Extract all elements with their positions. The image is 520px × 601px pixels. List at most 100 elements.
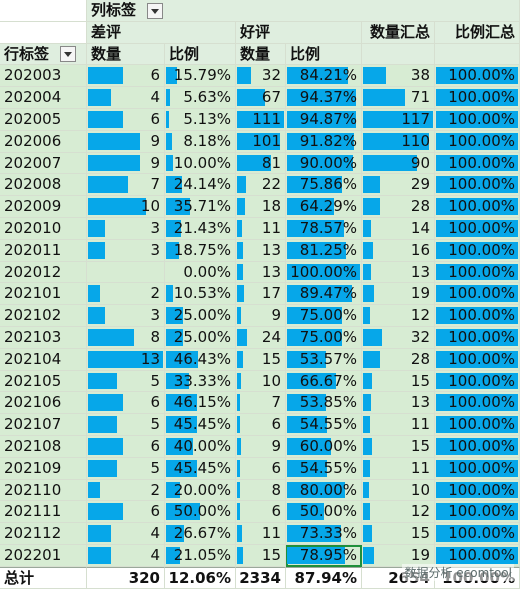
bad-ratio-header[interactable]: 比例	[165, 43, 236, 66]
group-good-header[interactable]: 好评	[236, 21, 362, 44]
total-qty-cell[interactable]: 16	[362, 239, 435, 262]
total-qty-cell[interactable]: 28	[362, 348, 435, 371]
row-label[interactable]: 202107	[0, 414, 87, 436]
bad-ratio-cell[interactable]: 8.18%	[165, 130, 236, 153]
row-label[interactable]: 202010	[0, 217, 87, 240]
total-ratio-cell[interactable]: 100.00%	[435, 87, 520, 109]
bad-ratio-cell[interactable]: 26.67%	[165, 523, 236, 545]
total-qty-cell[interactable]: 11	[362, 414, 435, 436]
total-ratio-cell[interactable]: 100.00%	[435, 435, 520, 458]
total-ratio-cell[interactable]: 100.00%	[435, 326, 520, 349]
good-ratio-cell[interactable]: 91.82%	[286, 130, 362, 153]
good-ratio-cell[interactable]: 75.00%	[286, 326, 362, 349]
good-qty-cell[interactable]: 67	[236, 87, 286, 109]
good-ratio-header[interactable]: 比例	[286, 43, 362, 66]
total-qty-cell[interactable]: 13	[362, 261, 435, 284]
row-label[interactable]: 202008	[0, 174, 87, 197]
total-ratio-cell[interactable]: 100.00%	[435, 239, 520, 262]
good-qty-cell[interactable]: 11	[236, 523, 286, 545]
bad-qty-cell[interactable]: 5	[87, 370, 165, 393]
bad-qty-cell[interactable]: 6	[87, 108, 165, 131]
good-ratio-cell[interactable]: 89.47%	[286, 283, 362, 306]
total-qty-cell[interactable]: 90	[362, 152, 435, 175]
bad-qty-cell[interactable]: 13	[87, 348, 165, 371]
bad-qty-cell[interactable]: 5	[87, 414, 165, 436]
row-label[interactable]: 202111	[0, 501, 87, 524]
ratio-total-header[interactable]: 比例汇总	[435, 21, 520, 44]
bad-qty-cell[interactable]: 3	[87, 239, 165, 262]
bad-ratio-cell[interactable]: 15.79%	[165, 65, 236, 88]
bad-qty-cell[interactable]	[87, 261, 165, 284]
good-ratio-cell[interactable]: 60.00%	[286, 435, 362, 458]
total-qty-cell[interactable]: 12	[362, 305, 435, 327]
bad-ratio-cell[interactable]: 0.00%	[165, 261, 236, 284]
row-label[interactable]: 202110	[0, 479, 87, 502]
total-ratio-cell[interactable]: 100.00%	[435, 305, 520, 327]
total-ratio-cell[interactable]: 100.00%	[435, 130, 520, 153]
bad-qty-cell[interactable]: 4	[87, 544, 165, 567]
bad-ratio-cell[interactable]: 40.00%	[165, 435, 236, 458]
bad-ratio-cell[interactable]: 10.53%	[165, 283, 236, 306]
bad-qty-cell[interactable]: 10	[87, 196, 165, 218]
group-bad-header[interactable]: 差评	[87, 21, 236, 44]
good-ratio-cell[interactable]: 64.29%	[286, 196, 362, 218]
bad-qty-cell[interactable]: 7	[87, 174, 165, 197]
row-label[interactable]: 202109	[0, 457, 87, 480]
good-qty-cell[interactable]: 6	[236, 457, 286, 480]
total-ratio-cell[interactable]: 100.00%	[435, 348, 520, 371]
bad-ratio-cell[interactable]: 25.00%	[165, 305, 236, 327]
good-qty-cell[interactable]: 24	[236, 326, 286, 349]
total-ratio-cell[interactable]: 100.00%	[435, 370, 520, 393]
total-qty-cell[interactable]: 32	[362, 326, 435, 349]
good-qty-cell[interactable]: 11	[236, 217, 286, 240]
good-qty-cell[interactable]: 6	[236, 414, 286, 436]
bad-qty-cell[interactable]: 8	[87, 326, 165, 349]
bad-qty-cell[interactable]: 3	[87, 305, 165, 327]
row-label[interactable]: 202108	[0, 435, 87, 458]
total-ratio-cell[interactable]: 100.00%	[435, 108, 520, 131]
row-filter-dropdown-icon[interactable]	[60, 46, 77, 63]
row-label[interactable]: 202005	[0, 108, 87, 131]
good-ratio-cell[interactable]: 100.00%	[286, 261, 362, 284]
total-qty-cell[interactable]: 12	[362, 501, 435, 524]
total-qty-cell[interactable]: 117	[362, 108, 435, 131]
bad-ratio-cell[interactable]: 21.43%	[165, 217, 236, 240]
column-filter-dropdown-icon[interactable]	[147, 2, 164, 19]
row-label[interactable]: 202011	[0, 239, 87, 262]
grand-total-bad-qty[interactable]: 320	[87, 566, 165, 589]
good-qty-cell[interactable]: 32	[236, 65, 286, 88]
row-label[interactable]: 202106	[0, 392, 87, 415]
total-qty-cell[interactable]: 14	[362, 217, 435, 240]
good-qty-cell[interactable]: 81	[236, 152, 286, 175]
bad-qty-cell[interactable]: 6	[87, 501, 165, 524]
bad-ratio-cell[interactable]: 24.14%	[165, 174, 236, 197]
good-ratio-cell[interactable]: 53.57%	[286, 348, 362, 371]
bad-qty-cell[interactable]: 3	[87, 217, 165, 240]
total-qty-cell[interactable]: 11	[362, 457, 435, 480]
row-label[interactable]: 202102	[0, 305, 87, 327]
grand-total-good-qty[interactable]: 2334	[236, 566, 286, 589]
total-qty-cell[interactable]: 15	[362, 435, 435, 458]
total-qty-cell[interactable]: 15	[362, 523, 435, 545]
bad-ratio-cell[interactable]: 45.45%	[165, 414, 236, 436]
total-qty-cell[interactable]: 28	[362, 196, 435, 218]
good-ratio-cell[interactable]: 75.00%	[286, 305, 362, 327]
good-ratio-cell[interactable]: 53.85%	[286, 392, 362, 415]
bad-ratio-cell[interactable]: 35.71%	[165, 196, 236, 218]
bad-ratio-cell[interactable]: 50.00%	[165, 501, 236, 524]
total-qty-cell[interactable]: 110	[362, 130, 435, 153]
good-ratio-cell[interactable]: 75.86%	[286, 174, 362, 197]
bad-qty-cell[interactable]: 4	[87, 87, 165, 109]
good-qty-cell[interactable]: 13	[236, 261, 286, 284]
grand-total-good-ratio[interactable]: 87.94%	[286, 566, 362, 589]
bad-qty-cell[interactable]: 2	[87, 283, 165, 306]
row-label[interactable]: 202009	[0, 196, 87, 218]
row-label[interactable]: 202007	[0, 152, 87, 175]
total-ratio-cell[interactable]: 100.00%	[435, 65, 520, 88]
good-ratio-cell[interactable]: 78.57%	[286, 217, 362, 240]
bad-qty-cell[interactable]: 4	[87, 523, 165, 545]
bad-qty-cell[interactable]: 6	[87, 65, 165, 88]
total-qty-cell[interactable]: 10	[362, 479, 435, 502]
good-ratio-cell[interactable]: 80.00%	[286, 479, 362, 502]
total-ratio-cell[interactable]: 100.00%	[435, 174, 520, 197]
